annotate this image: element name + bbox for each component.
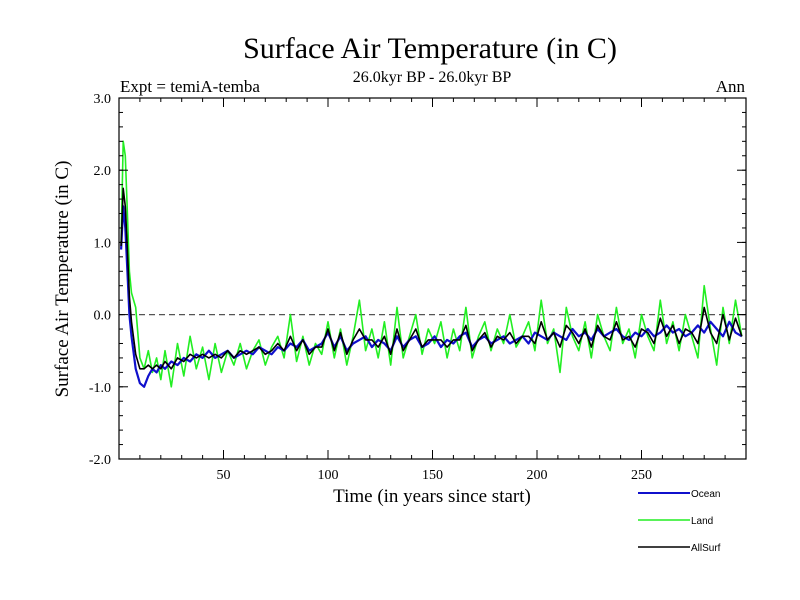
y-axis-label: Surface Air Temperature (in C) [52,161,73,398]
x-tick-label: 150 [422,468,443,483]
legend: Ocean Land AllSurf [638,489,721,554]
y-tick-label: 3.0 [94,92,112,107]
legend-label-ocean: Ocean [691,489,720,500]
axes: -2.0 -1.0 0.0 1.0 2.0 3.0 50 100 150 200 250 [89,92,747,483]
x-tick-label: 100 [318,468,339,483]
legend-label-land: Land [691,516,713,527]
chart-subtitle: 26.0kyr BP - 26.0kyr BP [353,69,512,86]
plot-frame [118,97,747,460]
experiment-label: Expt = temiA-temba [120,77,260,96]
series-line-allsurf [120,187,743,370]
y-tick-label: 2.0 [94,164,112,179]
legend-label-allsurf: AllSurf [691,543,721,554]
plot-area [119,140,746,388]
y-tick-label: 0.0 [94,309,112,324]
x-tick-label: 50 [217,468,231,483]
y-tick-label: -2.0 [89,453,111,468]
y-tick-label: 1.0 [94,236,112,251]
series-line-ocean [120,205,743,388]
x-tick-label: 250 [631,468,652,483]
x-tick-label: 200 [527,468,548,483]
x-axis-label: Time (in years since start) [333,486,531,507]
chart-title: Surface Air Temperature (in C) [243,32,617,65]
series-line-land [120,140,743,388]
y-tick-label: -1.0 [89,381,111,396]
series-lines [120,140,743,388]
period-label: Ann [716,77,746,96]
